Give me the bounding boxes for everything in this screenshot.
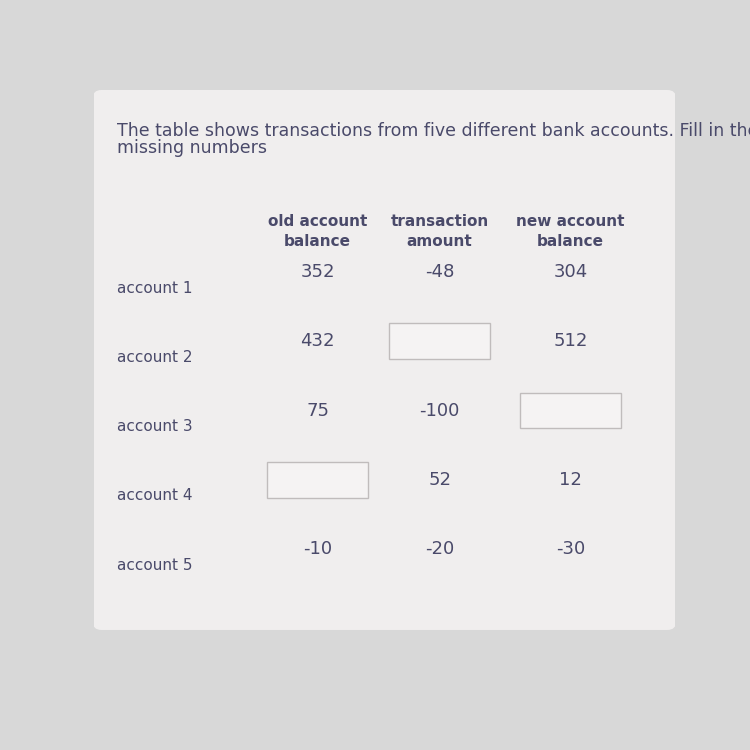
Text: 75: 75 xyxy=(306,401,329,419)
Text: old account
balance: old account balance xyxy=(268,214,368,249)
Text: 304: 304 xyxy=(554,263,587,281)
Text: 432: 432 xyxy=(300,332,334,350)
Text: -10: -10 xyxy=(303,540,332,558)
Bar xyxy=(267,462,368,498)
Text: account 2: account 2 xyxy=(117,350,193,365)
Text: 352: 352 xyxy=(300,263,334,281)
Text: -30: -30 xyxy=(556,540,585,558)
Text: The table shows transactions from five different bank accounts. Fill in the: The table shows transactions from five d… xyxy=(117,122,750,140)
Text: account 5: account 5 xyxy=(117,558,193,573)
Text: new account
balance: new account balance xyxy=(516,214,625,249)
Text: 12: 12 xyxy=(559,471,582,489)
Text: account 1: account 1 xyxy=(117,280,193,296)
Text: -48: -48 xyxy=(425,263,454,281)
Text: 512: 512 xyxy=(554,332,587,350)
Text: -100: -100 xyxy=(419,401,460,419)
Text: 52: 52 xyxy=(428,471,451,489)
FancyBboxPatch shape xyxy=(92,90,676,630)
Bar xyxy=(520,392,621,428)
Text: account 3: account 3 xyxy=(117,419,193,434)
Text: missing numbers: missing numbers xyxy=(117,139,267,157)
Text: -20: -20 xyxy=(425,540,454,558)
Text: account 4: account 4 xyxy=(117,488,193,503)
Text: transaction
amount: transaction amount xyxy=(391,214,489,249)
Bar xyxy=(388,323,490,359)
